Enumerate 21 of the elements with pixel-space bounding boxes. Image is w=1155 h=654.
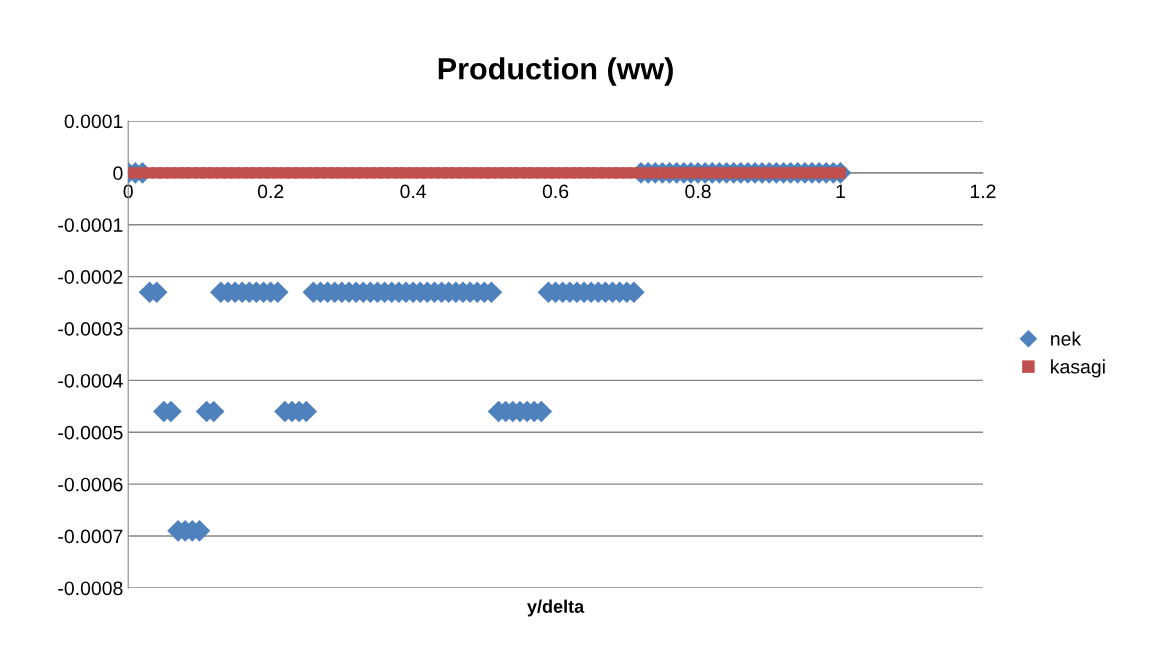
x-tick-label: 0.4 <box>400 184 427 199</box>
y-tick-label: -0.0002 <box>58 270 123 284</box>
y-tick-label: 0 <box>113 166 123 181</box>
x-axis-title: y/delta <box>527 599 585 617</box>
x-tick-label: 1 <box>836 184 845 199</box>
legend-label: nek <box>1051 331 1082 346</box>
x-tick-label: 0.6 <box>542 184 569 199</box>
y-tick-label: -0.0001 <box>58 218 123 232</box>
x-tick-label: 1.2 <box>970 184 996 199</box>
y-tick-label: -0.0005 <box>58 425 123 440</box>
x-tick-label: 0 <box>123 184 133 199</box>
x-tick-label: 0.8 <box>685 184 711 199</box>
y-tick-label: -0.0007 <box>58 529 123 544</box>
legend-label: kasagi <box>1051 359 1105 378</box>
y-tick-label: 0.0001 <box>64 114 123 129</box>
y-tick-label: -0.0004 <box>58 373 123 388</box>
y-tick-label: -0.0006 <box>58 477 123 492</box>
chart-title: Production (ww) <box>438 57 673 86</box>
y-tick-label: -0.0008 <box>58 581 123 596</box>
y-tick-label: -0.0003 <box>58 321 123 336</box>
x-tick-label: 0.2 <box>257 184 284 199</box>
